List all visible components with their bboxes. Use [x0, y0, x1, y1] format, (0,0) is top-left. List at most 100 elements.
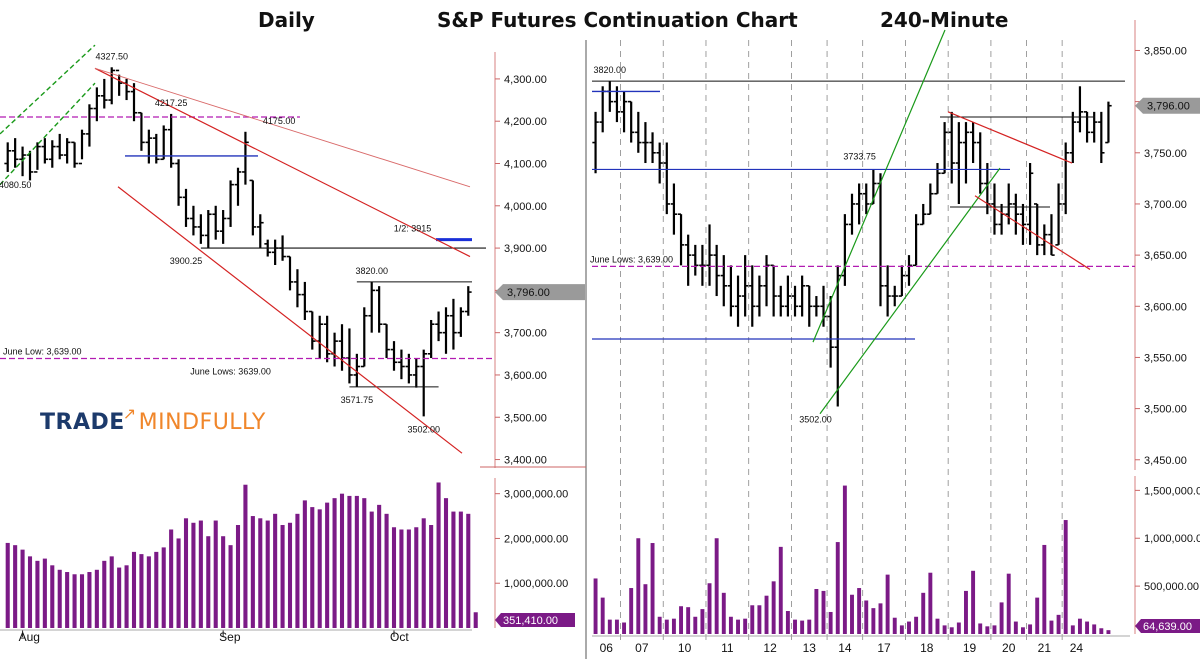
intraday-price-bar — [592, 111, 599, 174]
daily-price-bar — [346, 328, 353, 384]
daily-green-lower-dash — [0, 82, 96, 186]
intraday-volume-bar — [807, 619, 812, 634]
intraday-price-bar — [877, 173, 884, 307]
chart-title: S&P Futures Continuation Chart — [437, 8, 798, 32]
intraday-volume-bar — [964, 590, 968, 634]
daily-volume-bar — [436, 482, 441, 628]
intraday-volume-bar — [800, 620, 805, 634]
intraday-price-bar — [1034, 203, 1041, 256]
intraday-price-bar — [756, 275, 763, 317]
daily-price-bar — [56, 133, 64, 160]
intraday-title: 240-Minute — [880, 8, 1009, 32]
daily-volume-bar — [332, 498, 337, 628]
intraday-volume-bar — [679, 606, 683, 634]
intraday-volume-bar — [771, 581, 776, 634]
intraday-price-bar — [891, 285, 898, 307]
intraday-volume-bar — [956, 622, 961, 634]
daily-volume-bar — [206, 536, 211, 628]
intraday-price-bar — [962, 122, 970, 184]
daily-volume-bar — [87, 572, 92, 628]
intraday-volume-bar — [1021, 627, 1025, 634]
intraday-day-label: 10 — [678, 641, 692, 655]
daily-channel-lower-line — [117, 186, 463, 454]
intraday-day-label: 18 — [920, 641, 934, 655]
intraday-price-bar — [955, 122, 963, 204]
daily-price-bar — [316, 315, 324, 359]
daily-vtick-label: 1,000,000.00 — [504, 578, 568, 590]
daily-volume-bar — [317, 509, 322, 628]
intraday-volume-bar — [978, 623, 983, 634]
intraday-price-bar — [599, 86, 606, 133]
daily-volume-bar — [287, 522, 293, 628]
intraday-red-lower-line — [974, 195, 1091, 270]
intraday-price-bar — [677, 213, 685, 266]
intraday-ytick-label: 3,450.00 — [1144, 455, 1187, 467]
daily-price-bar — [442, 307, 450, 354]
daily-price-bar — [227, 180, 234, 227]
intraday-price-bar — [713, 244, 720, 297]
intraday-price-bar — [1048, 214, 1055, 256]
daily-ytick-label: 4,000.00 — [504, 201, 547, 213]
intraday-price-bar — [663, 142, 670, 215]
daily-price-bar — [412, 358, 420, 388]
daily-price-bar — [160, 125, 168, 161]
daily-volume-bar — [124, 565, 129, 628]
intraday-price-bar — [1076, 86, 1084, 133]
intraday-volume-bar — [942, 625, 947, 634]
daily-price-bar — [308, 310, 316, 350]
intraday-volume-bar — [850, 594, 854, 634]
intraday-vtick-label: 1,000,000.00 — [1144, 533, 1200, 545]
intraday-volume-bar — [793, 619, 797, 634]
intraday-volume-bar — [1099, 628, 1104, 634]
daily-vtick-label: 3,000,000.00 — [504, 489, 568, 501]
intraday-price-bar — [635, 111, 642, 153]
intraday-volume-bar — [643, 584, 648, 634]
intraday-volume-bar — [743, 618, 748, 634]
intraday-day-label: 13 — [803, 641, 817, 655]
daily-price-bar — [190, 205, 197, 236]
daily-price-bar — [427, 319, 435, 359]
daily-volume-bar — [384, 513, 389, 628]
daily-price-bar — [34, 142, 41, 173]
intraday-price-bar — [727, 265, 735, 317]
daily-price-bar — [145, 129, 153, 164]
intraday-volume-bar — [757, 605, 762, 634]
daily-annotation: 3900.25 — [170, 256, 203, 266]
daily-annotation: June Low: 3,639.00 — [3, 346, 82, 356]
intraday-price-bar — [620, 91, 628, 133]
intraday-volume-bar — [857, 588, 862, 634]
intraday-volume-bar — [686, 607, 691, 634]
intraday-price-bar — [692, 244, 699, 276]
intraday-price-bar — [998, 203, 1005, 235]
intraday-price-bar — [1105, 101, 1112, 144]
intraday-price-bar — [734, 275, 742, 327]
daily-volume-bar — [458, 511, 463, 628]
intraday-volume-bar — [593, 578, 598, 634]
intraday-volume-bar — [899, 625, 904, 634]
daily-annotation: 3820.00 — [355, 266, 388, 276]
daily-last-volume-label: 351,410.00 — [503, 615, 558, 627]
daily-volume-bar — [391, 527, 397, 628]
daily-volume-bar — [414, 527, 419, 628]
daily-price-bar — [271, 239, 279, 265]
intraday-price-bar — [606, 81, 614, 112]
intraday-day-label: 19 — [963, 641, 977, 655]
intraday-volume-bar — [814, 588, 819, 634]
intraday-volume-bar — [985, 626, 990, 634]
intraday-day-label: 07 — [635, 641, 649, 655]
intraday-volume-bar — [914, 616, 919, 634]
daily-month-label: Aug — [19, 630, 40, 644]
daily-price-bar — [41, 138, 49, 164]
daily-volume-bar — [473, 612, 478, 628]
intraday-price-bar — [1098, 111, 1105, 164]
intraday-price-bar — [720, 255, 727, 307]
intraday-volume-bar — [971, 570, 976, 634]
intraday-volume-bar — [778, 546, 783, 634]
daily-volume-bar — [50, 565, 55, 628]
intraday-price-bar — [1012, 193, 1020, 235]
daily-price-bar — [301, 281, 309, 320]
daily-price-bar — [420, 349, 428, 417]
daily-last-price-tag — [495, 284, 585, 301]
intraday-volume-bar — [935, 618, 940, 634]
daily-volume-bar — [79, 574, 85, 628]
